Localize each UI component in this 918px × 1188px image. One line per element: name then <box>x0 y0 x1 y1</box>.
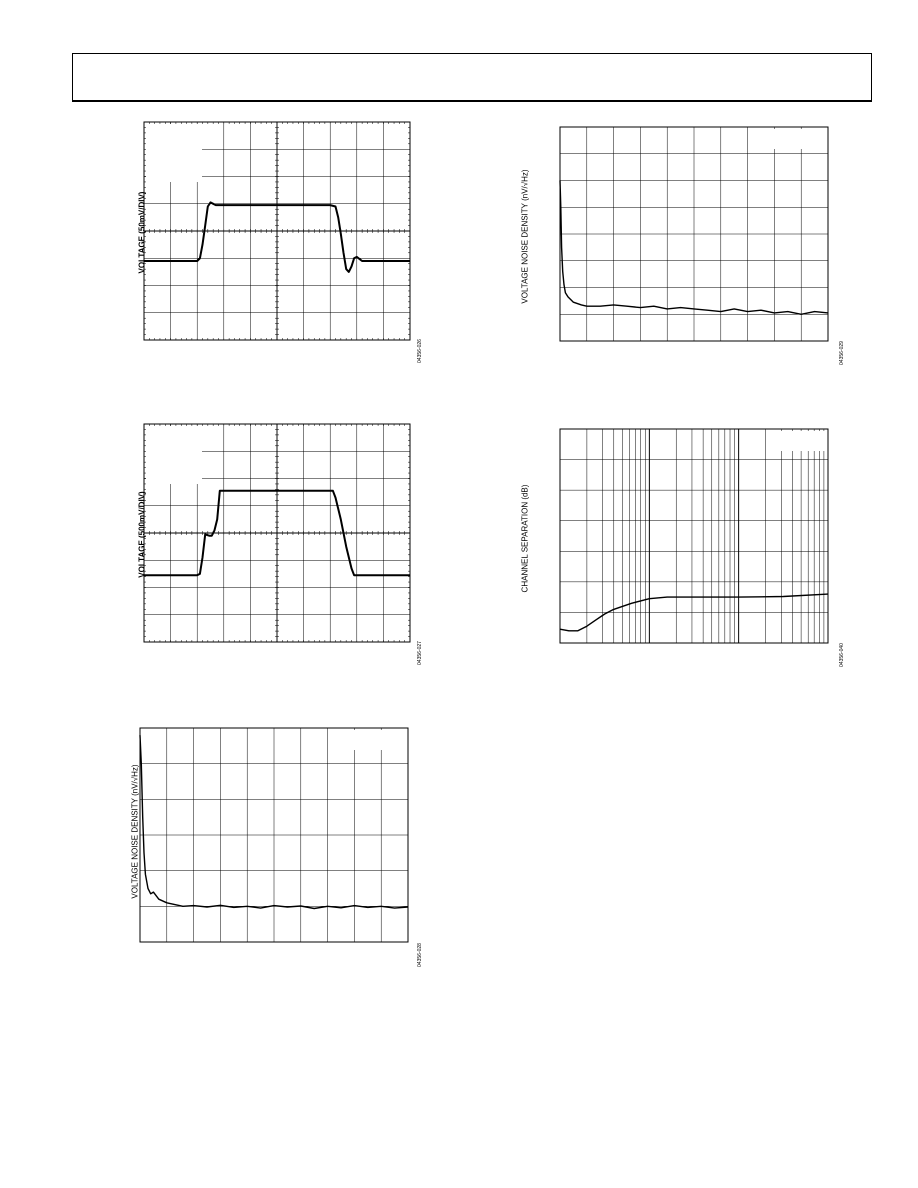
chart-1-ylabel: VOLTAGE (50mV/DIV) <box>137 191 147 274</box>
series-line <box>139 735 409 910</box>
plot-frame <box>559 126 829 342</box>
plot-area <box>143 423 411 643</box>
plot-area <box>139 727 409 943</box>
legend-box <box>350 730 406 750</box>
legend-box <box>146 124 202 182</box>
legend-box <box>770 431 826 451</box>
series-line <box>144 489 410 577</box>
chart-1-figure-id: 04356-026 <box>417 339 423 363</box>
chart-4-svg <box>559 126 829 342</box>
legend-box <box>146 426 202 484</box>
chart-5: CHANNEL SEPARATION (dB) 04356-040 <box>520 424 850 679</box>
chart-4-figure-id: 04356-029 <box>839 341 845 365</box>
plot-area <box>559 126 829 342</box>
chart-3-figure-id: 04356-028 <box>417 943 423 967</box>
series-line <box>559 593 829 632</box>
chart-1-svg <box>143 121 411 341</box>
plot-frame <box>139 727 409 943</box>
legend-box <box>770 129 826 149</box>
chart-2-figure-id: 04356-027 <box>417 641 423 665</box>
chart-1: VOLTAGE (50mV/DIV) 04356-026 <box>100 118 430 373</box>
chart-3-ylabel: VOLTAGE NOISE DENSITY (nV/√Hz) <box>130 764 140 899</box>
chart-5-ylabel: CHANNEL SEPARATION (dB) <box>520 484 530 593</box>
plot-frame <box>559 428 829 644</box>
chart-2: VOLTAGE (500mV/DIV) 04356-027 <box>100 420 430 675</box>
page-header-box <box>72 53 872 102</box>
chart-5-svg <box>559 428 829 644</box>
series-line <box>559 180 829 316</box>
chart-4: VOLTAGE NOISE DENSITY (nV/√Hz) 04356-029 <box>520 122 850 377</box>
chart-5-figure-id: 04356-040 <box>839 643 845 667</box>
chart-3: VOLTAGE NOISE DENSITY (nV/√Hz) 04356-028 <box>100 722 430 977</box>
chart-2-ylabel: VOLTAGE (500mV/DIV) <box>137 491 147 578</box>
series-line <box>144 201 410 273</box>
chart-3-svg <box>139 727 409 943</box>
plot-area <box>143 121 411 341</box>
plot-area <box>559 428 829 644</box>
chart-4-ylabel: VOLTAGE NOISE DENSITY (nV/√Hz) <box>520 169 530 304</box>
chart-2-svg <box>143 423 411 643</box>
